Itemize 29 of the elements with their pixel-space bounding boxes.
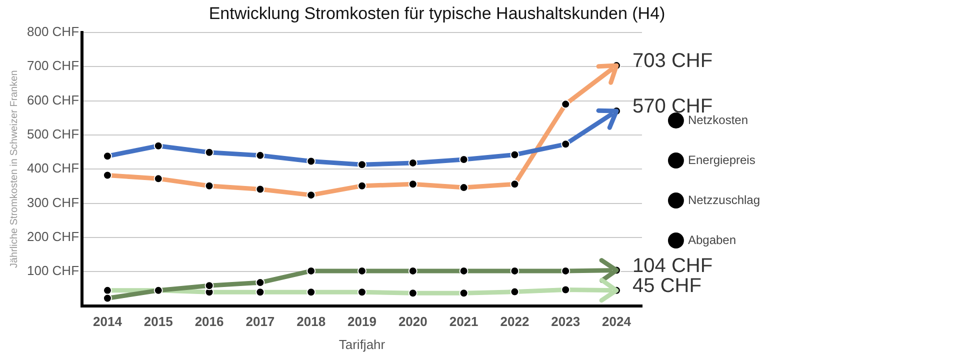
y-tick-label: 100 CHF [26, 263, 80, 278]
x-tick-label: 2023 [551, 314, 580, 330]
legend-label: Netzzuschlag [688, 192, 760, 207]
x-tick-label: 2016 [194, 314, 224, 330]
y-tick-label: 300 CHF [26, 194, 80, 210]
x-tick-label: 2020 [398, 314, 428, 330]
y-tick-label: 800 CHF [26, 24, 80, 39]
data-label: 703 CHF [632, 50, 713, 72]
y-tick-label: 700 CHF [26, 58, 80, 74]
x-tick-label: 2014 [93, 314, 123, 330]
x-axis-title: Tarifjahr [338, 336, 386, 352]
x-tick-label: 2022 [500, 314, 530, 330]
y-tick-label: 600 CHF [26, 92, 80, 108]
legend-label: Abgaben [688, 232, 736, 247]
y-tick-label: 500 CHF [26, 126, 80, 142]
x-tick-label: 2017 [246, 314, 275, 330]
y-tick-label: 400 CHF [26, 160, 80, 176]
data-label: 45 CHF [632, 274, 702, 297]
x-tick-label: 2018 [296, 314, 326, 330]
x-tick-label: 2021 [449, 314, 478, 330]
chart-title: Entwicklung Stromkosten für typische Haushaltskunden (H4) [208, 4, 666, 23]
x-tick-label: 2024 [602, 314, 632, 330]
legend-label: Energiepreis [688, 152, 756, 167]
legend-label: Netzkosten [688, 112, 748, 127]
x-tick-label: 2015 [144, 314, 173, 330]
y-axis-title: Jährliche Stromkosten in Schweizer Franken [8, 70, 20, 268]
y-tick-label: 200 CHF [26, 229, 80, 244]
data-label: 104 CHF [632, 254, 713, 277]
x-tick-label: 2019 [348, 314, 376, 330]
